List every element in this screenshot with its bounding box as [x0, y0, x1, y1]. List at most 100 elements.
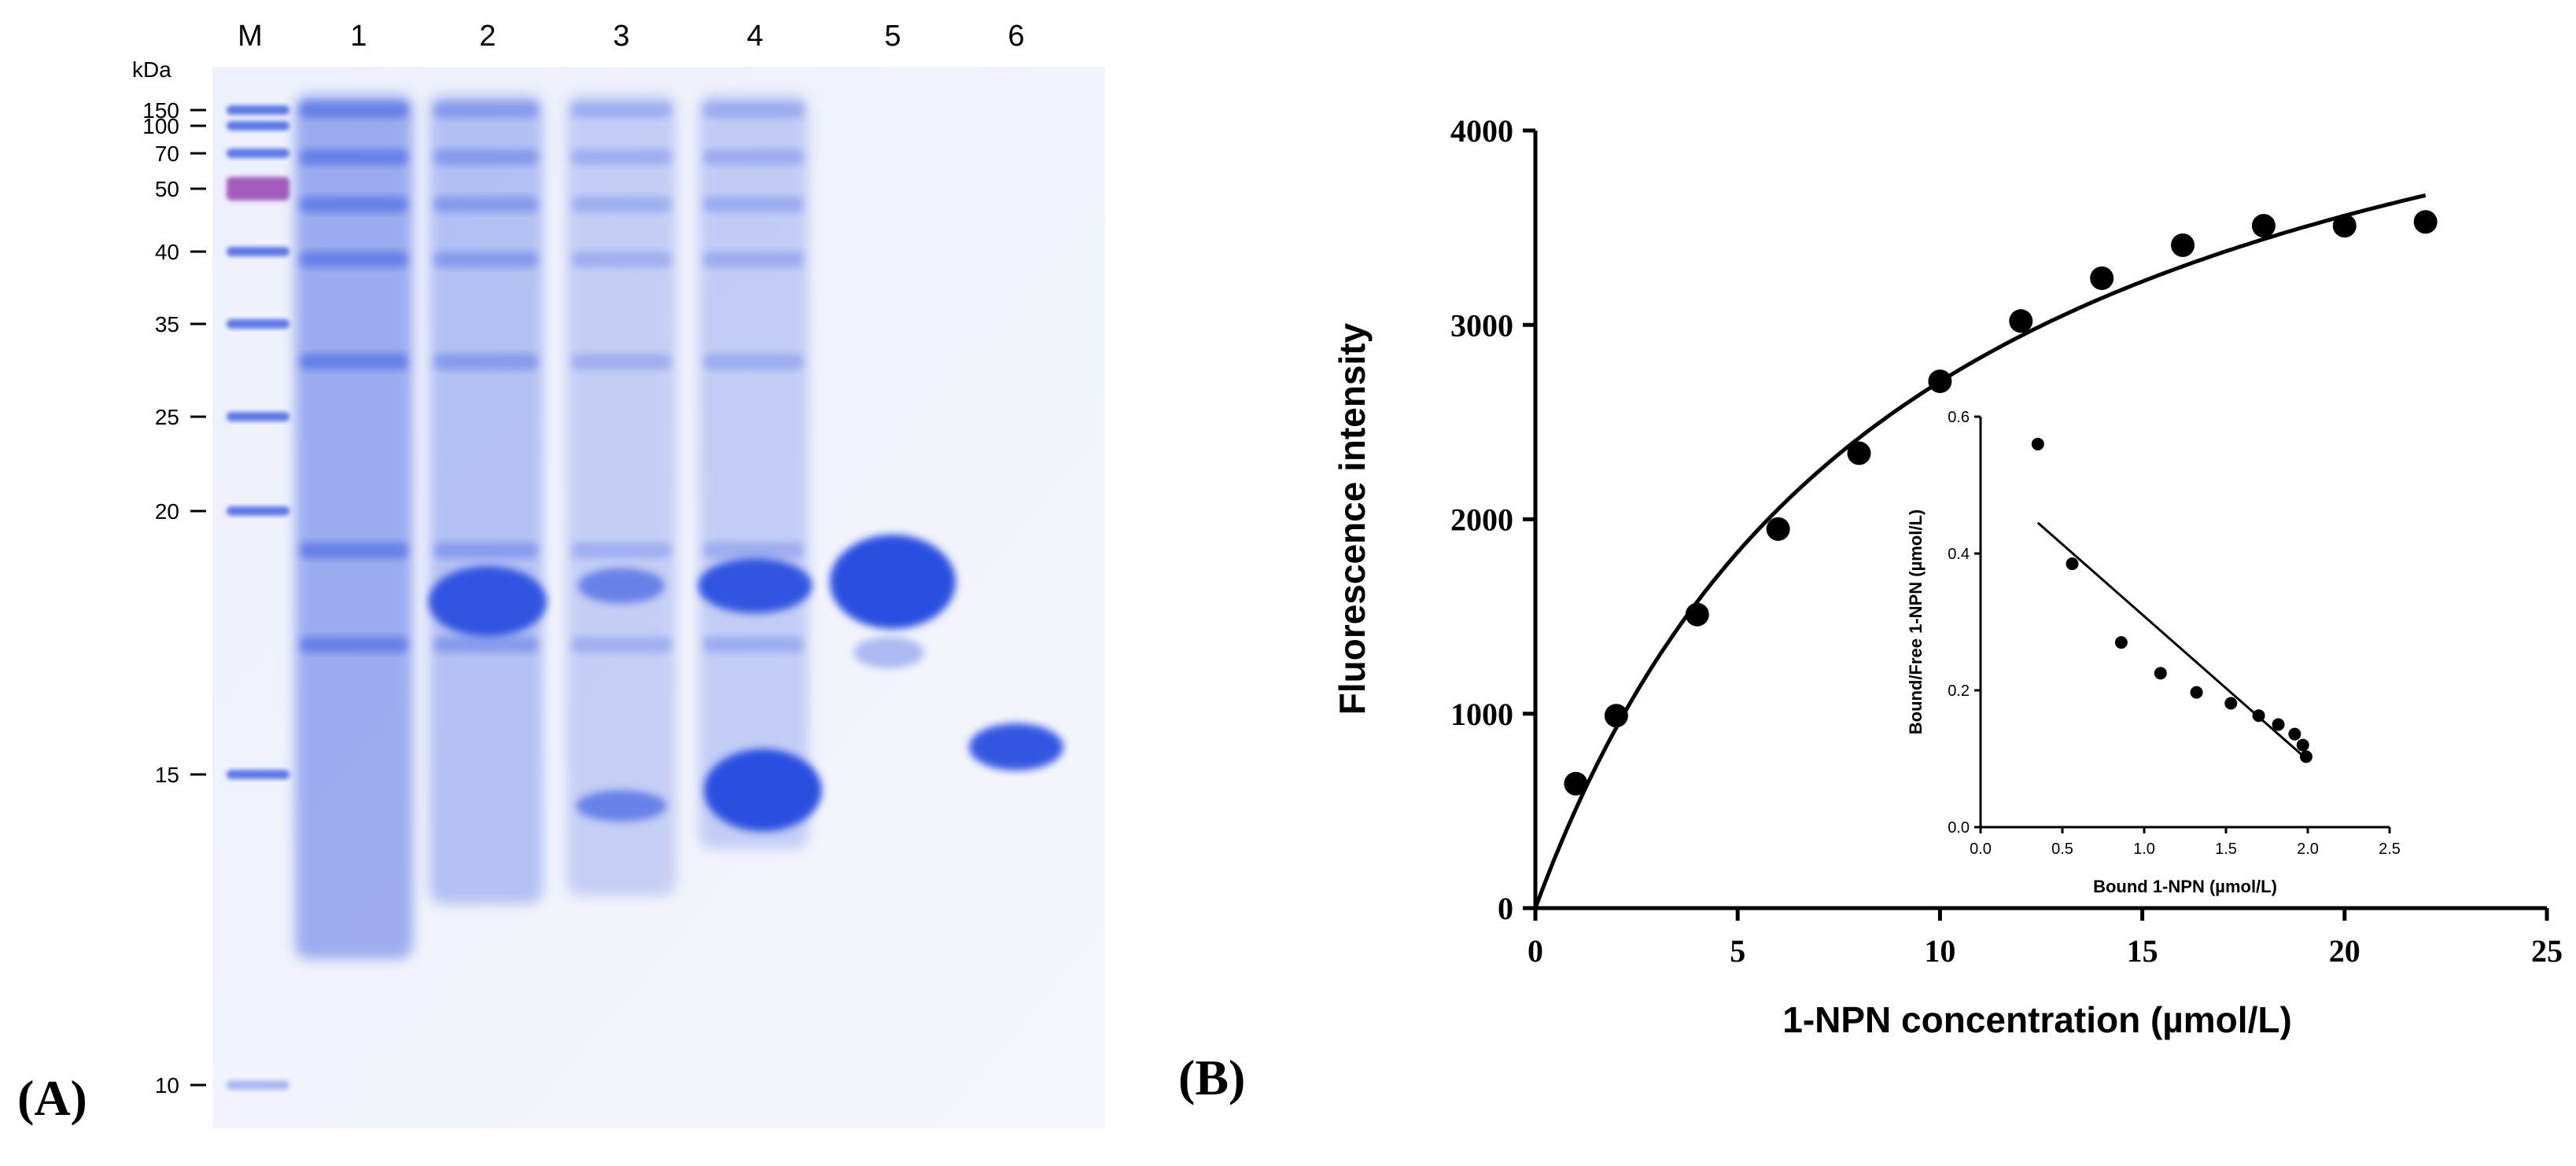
lane-smear-2 — [429, 94, 544, 904]
lane-band — [703, 252, 804, 267]
y-tick-label-1000: 1000 — [1450, 697, 1513, 732]
data-point — [2413, 210, 2438, 234]
x-tick-label-0: 0 — [1528, 933, 1543, 969]
gel-unit-label: kDa — [132, 57, 171, 82]
protein-band — [578, 568, 665, 604]
lane-band — [433, 149, 539, 165]
data-point — [1766, 517, 1790, 541]
inset-data-point — [2190, 686, 2203, 699]
data-point — [1847, 441, 1871, 465]
inset-x-tick-label-2.5: 2.5 — [2379, 840, 2401, 858]
inset-data-point — [2272, 718, 2285, 731]
inset-y-tick-label-0.2: 0.2 — [1948, 682, 1970, 700]
panel-label-a: (A) — [17, 1070, 87, 1126]
inset-data-point — [2154, 667, 2167, 680]
lane-label-3: 3 — [613, 20, 629, 53]
marker-band — [227, 177, 289, 200]
data-points — [1564, 210, 2438, 796]
x-tick-label-15: 15 — [2127, 933, 2158, 969]
panel-label-b: (B) — [1178, 1050, 1246, 1105]
marker-band — [227, 506, 289, 516]
x-axis-title: 1-NPN concentration (µmol/L) — [1782, 999, 2292, 1040]
lane-band — [433, 252, 539, 267]
data-point — [1685, 602, 1709, 627]
inset-x-tick-label-2.0: 2.0 — [2297, 840, 2319, 858]
protein-band — [704, 749, 822, 832]
lane-band — [571, 102, 672, 118]
binding-curve-chart: 0 1000 2000 3000 4000 0 5 10 15 20 25 1-NPN conce… — [1332, 113, 2563, 1040]
lane-band — [703, 354, 804, 370]
protein-band — [429, 566, 547, 637]
x-tick-label-5: 5 — [1730, 933, 1745, 969]
lane-band — [433, 543, 539, 558]
lane-label-6: 6 — [1008, 20, 1024, 53]
lane-smear-4 — [698, 94, 809, 849]
marker-band — [227, 247, 289, 256]
lane-band — [571, 149, 672, 165]
inset-y-axis-ticks: 0.0 0.2 0.4 0.6 — [1948, 409, 1981, 837]
marker-band — [227, 770, 289, 779]
y-axis-title: Fluorescence intensity — [1332, 322, 1373, 715]
y-tick-label-3000: 3000 — [1450, 307, 1513, 343]
lane-band — [433, 102, 539, 118]
inset-x-axis-title: Bound 1-NPN (µmol/L) — [2093, 877, 2277, 896]
lane-label-4: 4 — [746, 20, 763, 53]
data-point — [2171, 233, 2195, 257]
lane-band — [703, 197, 804, 212]
marker-band — [227, 149, 289, 158]
marker-band — [227, 121, 289, 131]
data-point — [1564, 771, 1588, 796]
inset-data-point — [2224, 697, 2238, 710]
inset-x-axis-ticks: 0.0 0.5 1.0 1.5 2.0 2.5 — [1970, 827, 2401, 858]
inset-data-points — [2031, 437, 2313, 763]
inset-x-tick-label-0.5: 0.5 — [2051, 840, 2073, 858]
marker-label-150: 150 — [142, 98, 179, 123]
protein-band — [853, 637, 924, 668]
marker-band — [227, 1080, 289, 1090]
scatchard-fit-line — [2036, 521, 2309, 761]
inset-y-tick-label-0.6: 0.6 — [1948, 409, 1970, 426]
lane-label-5: 5 — [884, 20, 901, 53]
y-tick-label-2000: 2000 — [1450, 502, 1513, 538]
inset-data-point — [2031, 437, 2044, 451]
lane-band — [703, 543, 804, 558]
inset-data-point — [2296, 738, 2309, 752]
lane-band — [571, 197, 672, 212]
lane-band — [300, 637, 408, 653]
lane-smear-3 — [566, 94, 676, 896]
lane-band — [703, 149, 804, 165]
data-point — [2332, 214, 2357, 238]
inset-data-point — [2252, 709, 2265, 723]
lane-band — [300, 149, 408, 165]
marker-label-20: 20 — [155, 499, 179, 524]
inset-x-tick-label-0.0: 0.0 — [1970, 840, 1992, 858]
protein-band — [576, 790, 667, 822]
lane-smear-1 — [295, 94, 413, 959]
marker-label-70: 70 — [155, 142, 179, 166]
inset-y-tick-label-0.4: 0.4 — [1948, 546, 1970, 563]
x-tick-label-10: 10 — [1924, 933, 1955, 969]
data-point — [1604, 704, 1628, 728]
x-tick-label-25: 25 — [2531, 933, 2563, 969]
lane-band — [571, 252, 672, 267]
lane-band — [433, 637, 539, 653]
lane-band — [300, 354, 408, 370]
lane-band — [300, 543, 408, 558]
x-axis-ticks: 0 5 10 15 20 25 — [1528, 908, 2563, 969]
marker-label-40: 40 — [155, 240, 179, 264]
lane-band — [571, 637, 672, 653]
protein-band — [830, 535, 956, 629]
lane-band — [300, 102, 408, 118]
saturation-fit-curve — [1533, 193, 2427, 909]
lane-band — [703, 637, 804, 653]
y-tick-label-0: 0 — [1498, 891, 1513, 926]
marker-label-15: 15 — [155, 763, 179, 787]
lane-label-1: 1 — [350, 20, 367, 53]
marker-label-10: 10 — [155, 1073, 179, 1098]
gel-lane-labels: M 1 2 3 4 5 6 — [238, 20, 1024, 53]
lane-band — [433, 354, 539, 370]
lane-label-M: M — [238, 20, 263, 53]
marker-band — [227, 412, 289, 421]
